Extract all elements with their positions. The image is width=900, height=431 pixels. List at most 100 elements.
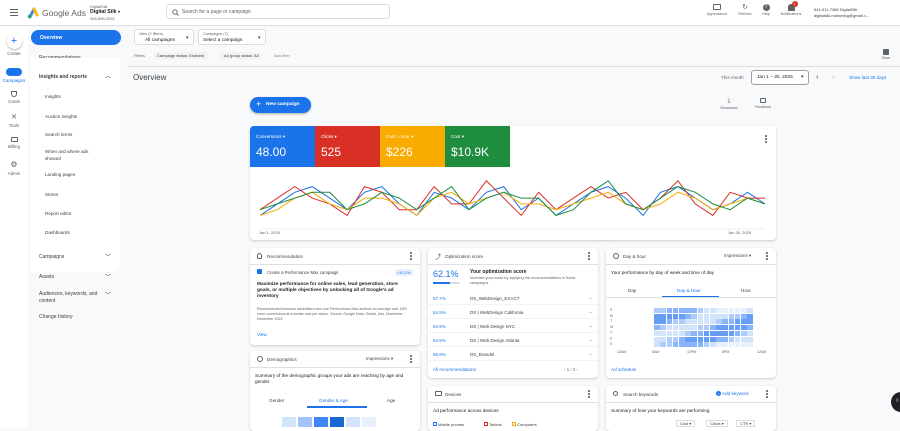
rec-body: Recommended because advertisers who use … bbox=[257, 307, 407, 321]
rail-create[interactable]: + Create bbox=[0, 34, 28, 56]
kw-col-clicks-label: Clicks bbox=[710, 421, 721, 426]
demo-bar-2 bbox=[298, 417, 312, 427]
dh-tab-dayhour[interactable]: Day & Hour bbox=[677, 288, 701, 293]
opt-campaign-row[interactable]: 65.8% DS_Brandel → bbox=[428, 348, 598, 361]
nav-sub-insights[interactable]: Insights bbox=[45, 94, 61, 99]
opt-pager-text: 1 / 2 bbox=[566, 367, 576, 372]
filter-chip-status[interactable]: Campaign status: Enabled bbox=[153, 52, 208, 59]
chevron-right-icon: › bbox=[896, 397, 899, 404]
metric-cost[interactable]: Cost ▾ $10.9K bbox=[445, 126, 510, 167]
main-menu-icon[interactable] bbox=[10, 9, 18, 16]
demo-metric-dropdown[interactable]: Impressions ▾ bbox=[366, 356, 394, 361]
rec-view-link[interactable]: View bbox=[257, 332, 267, 337]
search-box[interactable]: Search for a page or campaign bbox=[166, 4, 390, 19]
campaign-dropdown[interactable]: Campaigns (7) Select a campaign ▾ bbox=[198, 29, 266, 45]
rail-campaigns[interactable]: Campaigns bbox=[0, 68, 28, 83]
kw-desc: Summary of how your keywords are perform… bbox=[611, 408, 710, 413]
rec-more-icon[interactable] bbox=[410, 252, 412, 260]
dh-heatmap-cell bbox=[654, 308, 660, 314]
nav-assets[interactable]: Assets bbox=[39, 274, 55, 280]
nav-sub-when-where[interactable]: When and where ads showed bbox=[45, 149, 89, 161]
notifications-button[interactable]: 1 Notifications bbox=[776, 1, 806, 16]
rail-admin[interactable]: ⚙ Admin bbox=[0, 161, 28, 177]
opt-campaign-row[interactable]: 64.5% DS | Web Design NYC → bbox=[428, 320, 598, 333]
nav-insights-reports[interactable]: Insights and reports bbox=[39, 74, 88, 80]
view-dropdown[interactable]: View (2 filters) All campaigns ▾ bbox=[134, 29, 194, 45]
appearance-button[interactable]: Appearance bbox=[703, 4, 731, 16]
user-line-2[interactable]: digitalsilk.marketing@gmail.c... bbox=[814, 13, 869, 18]
metric-clicks[interactable]: Clicks ▾ 525 bbox=[315, 126, 380, 167]
devices-icon bbox=[435, 391, 442, 396]
kw-col-clicks[interactable]: Clicks ▾ bbox=[706, 420, 728, 427]
nav-overview[interactable]: Overview bbox=[31, 30, 121, 45]
chevron-up-icon[interactable]: ︿ bbox=[105, 74, 112, 80]
filter-chip-adgroup[interactable]: Ad group status: All bbox=[220, 52, 263, 59]
dh-heatmap-cell bbox=[716, 308, 722, 314]
demo-tab-gender-age[interactable]: Gender & Age bbox=[319, 398, 348, 403]
dh-tab-hour[interactable]: Hour bbox=[741, 288, 751, 293]
next-period-icon[interactable]: › bbox=[832, 72, 835, 81]
opt-row-pct: 64.5% bbox=[433, 338, 446, 343]
prev-period-icon[interactable]: ‹ bbox=[816, 72, 819, 81]
all-recommendations-link[interactable]: All recommendations bbox=[433, 367, 476, 372]
feedback-button[interactable]: Feedback bbox=[752, 98, 774, 109]
opt-campaign-row[interactable]: 64.5% DS | WebDesign California → bbox=[428, 306, 598, 319]
dh-heatmap-cell bbox=[660, 319, 666, 325]
dh-hour-label: 12PM bbox=[687, 350, 697, 354]
metric-clicks-label-text: Clicks bbox=[321, 134, 334, 139]
nav-campaigns[interactable]: Campaigns bbox=[39, 254, 65, 260]
dh-heatmap-cell bbox=[679, 313, 685, 319]
opt-campaign-row[interactable]: 57.7% DS_WebDesign_EXACT → bbox=[428, 292, 598, 305]
ad-schedule-link[interactable]: Ad schedule bbox=[611, 367, 637, 372]
opt-score-fill bbox=[433, 282, 450, 284]
nav-audiences[interactable]: Audiences, keywords, and content bbox=[39, 291, 98, 304]
account-switcher[interactable]: Digital Silk ▾ bbox=[90, 9, 120, 15]
chevron-down-icon[interactable]: ﹀ bbox=[105, 293, 112, 299]
chart-series-line bbox=[259, 191, 766, 217]
kw-col-ctr[interactable]: CTR ▾ bbox=[736, 420, 756, 427]
add-filter-link[interactable]: Add filter bbox=[274, 53, 290, 58]
nav-sub-report-editor[interactable]: Report editor bbox=[45, 211, 72, 216]
new-campaign-button[interactable]: + New campaign bbox=[250, 97, 311, 113]
dh-heatmap-cell bbox=[728, 319, 735, 325]
chevron-down-icon[interactable]: ﹀ bbox=[105, 275, 112, 281]
nav-sub-stores[interactable]: Stores bbox=[45, 192, 59, 197]
nav-sub-auction[interactable]: Auction insights bbox=[45, 114, 78, 119]
demo-tab-gender[interactable]: Gender bbox=[269, 398, 285, 403]
metric-conversions[interactable]: Conversions ▾ 48.00 bbox=[250, 126, 315, 167]
rail-goals[interactable]: Goals bbox=[0, 91, 28, 104]
dh-heatmap-cell bbox=[747, 308, 753, 314]
devices-more-icon[interactable] bbox=[588, 390, 590, 398]
show-last-30-link[interactable]: Show last 30 days bbox=[849, 75, 887, 80]
dh-metric-dropdown[interactable]: Impressions ▾ bbox=[724, 253, 752, 258]
add-keyword-button[interactable]: + Add keyword bbox=[716, 391, 749, 396]
nav-sub-dashboards[interactable]: Dashboards bbox=[45, 230, 70, 235]
dh-heatmap-cell bbox=[722, 308, 728, 314]
rail-billing[interactable]: Billing bbox=[0, 137, 28, 149]
dh-heatmap-cell bbox=[691, 330, 697, 336]
demo-more-icon[interactable] bbox=[410, 355, 412, 363]
demo-tab-age[interactable]: Age bbox=[387, 398, 396, 403]
dh-more-icon[interactable] bbox=[766, 252, 768, 260]
nav-sub-landing[interactable]: Landing pages bbox=[45, 172, 76, 177]
floating-action-button[interactable]: › bbox=[891, 392, 900, 412]
metric-cost-conv[interactable]: Cost / conv. ▾ $226 bbox=[380, 126, 445, 167]
kw-col-cost[interactable]: Cost ▾ bbox=[676, 420, 696, 427]
opt-campaign-row[interactable]: 64.5% DS | Web Design Atlanta → bbox=[428, 334, 598, 347]
chevron-down-icon[interactable]: ﹀ bbox=[105, 255, 112, 261]
demo-bar-4 bbox=[330, 417, 344, 427]
refresh-button[interactable]: ↻ Refresh bbox=[734, 4, 756, 16]
save-button[interactable]: Save bbox=[879, 49, 893, 60]
arrow-right-icon: → bbox=[588, 337, 593, 342]
dh-tab-day[interactable]: Day bbox=[628, 288, 637, 293]
opt-more-icon[interactable] bbox=[588, 252, 590, 260]
nav-change-history[interactable]: Change history bbox=[39, 314, 73, 320]
nav-sub-search-terms[interactable]: Search terms bbox=[45, 132, 73, 137]
rail-tools[interactable]: ✕ Tools bbox=[0, 114, 28, 128]
dh-heatmap-cell bbox=[716, 319, 722, 325]
date-range-picker[interactable]: Jan 1 – 30, 2025 ▾ bbox=[751, 70, 809, 85]
help-button[interactable]: ? Help bbox=[757, 4, 775, 16]
kw-more-icon[interactable] bbox=[766, 390, 768, 398]
performance-more-icon[interactable] bbox=[765, 135, 767, 143]
download-button[interactable]: ⤓ Download bbox=[719, 98, 739, 110]
